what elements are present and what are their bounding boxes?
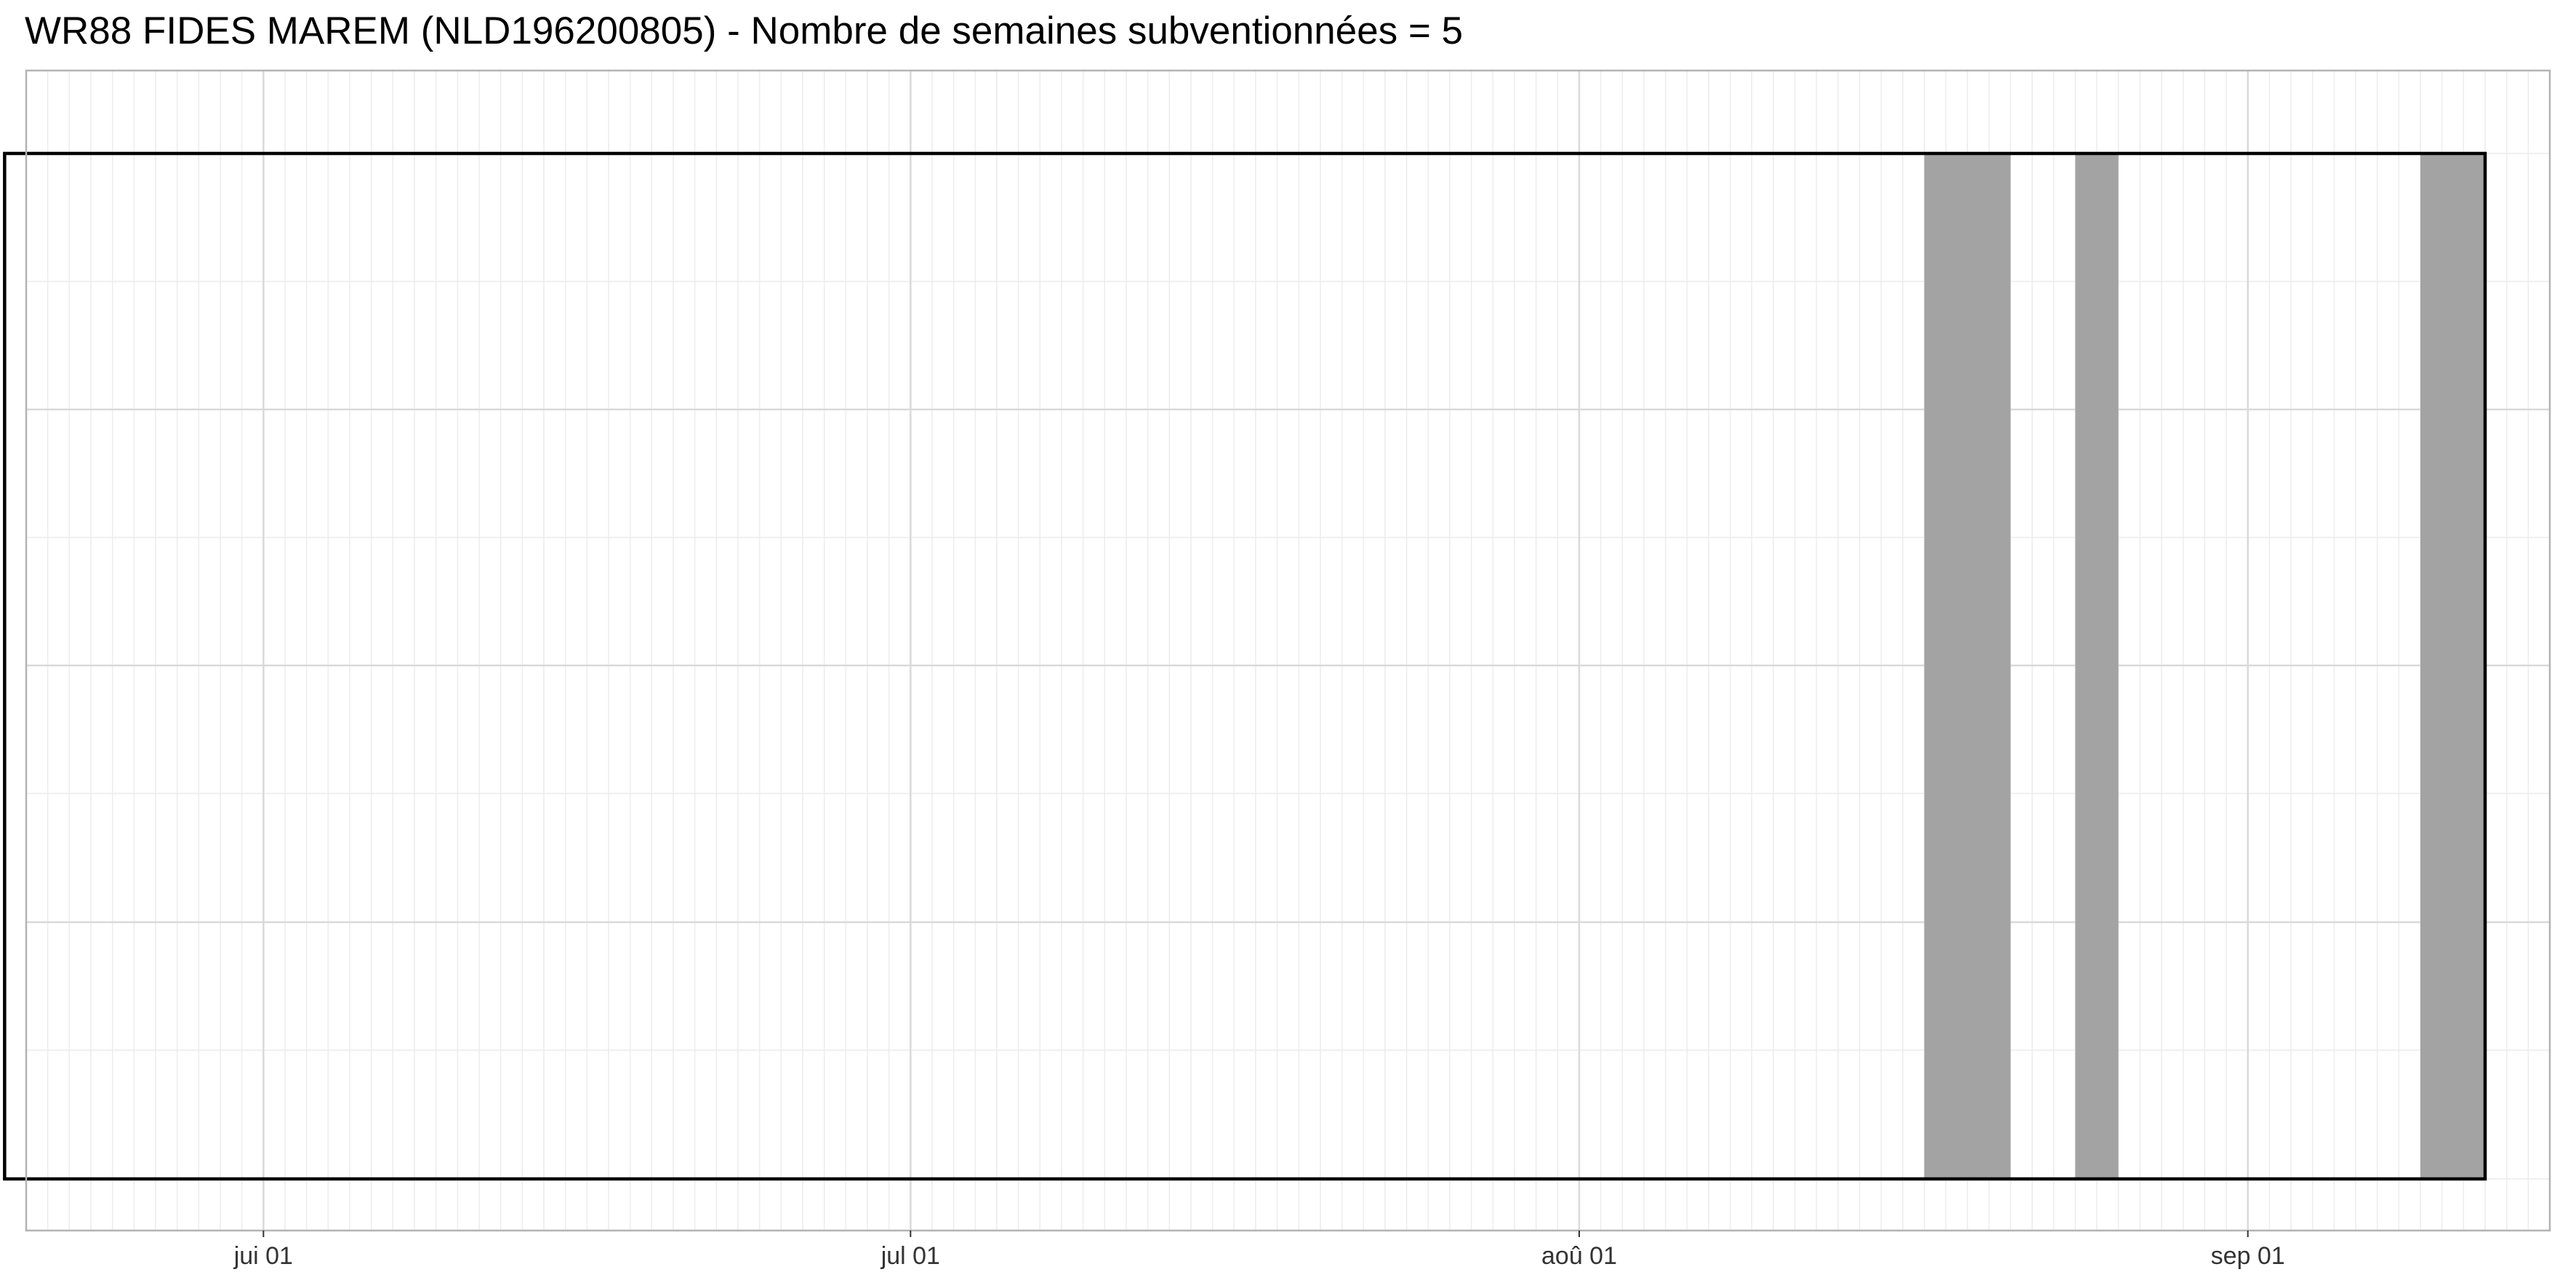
x-tick-label: aoû 01	[1541, 1242, 1617, 1270]
major-grid	[26, 71, 2550, 1231]
panel-border	[25, 69, 2551, 1232]
subsidized-bars	[1924, 153, 2485, 1179]
chart-title: WR88 FIDES MAREM (NLD196200805) - Nombre…	[25, 9, 1464, 52]
subsidized-week-bar	[1924, 153, 2011, 1179]
x-tick-label: sep 01	[2211, 1242, 2285, 1270]
minor-grid	[26, 71, 2550, 1231]
x-tick-label: jul 01	[880, 1242, 940, 1270]
period-outline-group	[3, 151, 2487, 1181]
period-outline	[3, 151, 2487, 1181]
subsidized-week-bar	[2075, 153, 2119, 1179]
x-tick-label: jui 01	[233, 1242, 293, 1270]
panel-border-group	[25, 69, 2551, 1232]
x-axis-ticks: jui 01 jul 01 aoû 01 sep 01	[233, 1231, 2285, 1270]
subsidized-week-bar	[2420, 153, 2485, 1179]
